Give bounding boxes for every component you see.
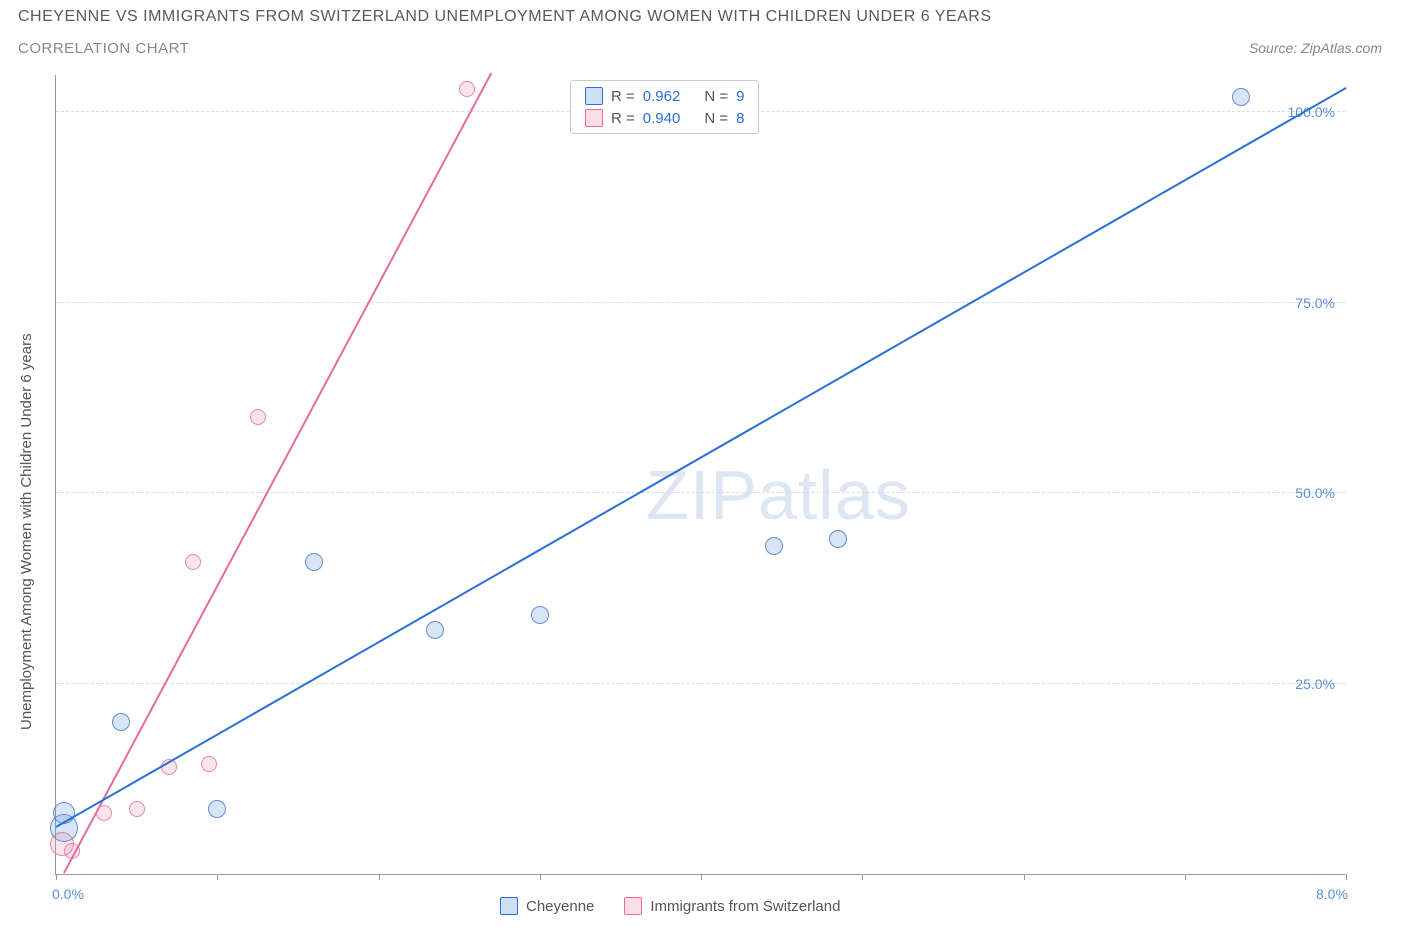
data-point: [531, 606, 549, 624]
correlation-legend: R = 0.962 N = 9 R = 0.940 N = 8: [570, 80, 759, 134]
y-tick-label: 50.0%: [1295, 485, 1335, 501]
source-attribution: Source: ZipAtlas.com: [1249, 40, 1382, 56]
legend-swatch: [500, 897, 518, 915]
data-point: [185, 554, 201, 570]
x-tick: [56, 874, 57, 880]
plot-area: ZIPatlas 25.0%50.0%75.0%100.0%0.0%8.0%: [55, 75, 1345, 875]
legend-item: Cheyenne: [500, 897, 594, 915]
trend-line: [63, 73, 492, 874]
data-point: [1232, 88, 1250, 106]
y-tick-label: 75.0%: [1295, 295, 1335, 311]
data-point: [112, 713, 130, 731]
chart-title: CHEYENNE VS IMMIGRANTS FROM SWITZERLAND …: [18, 8, 992, 26]
data-point: [459, 81, 475, 97]
data-point: [250, 409, 266, 425]
legend-row: R = 0.962 N = 9: [585, 87, 744, 105]
y-axis-label: Unemployment Among Women with Children U…: [18, 333, 35, 730]
gridline: [56, 302, 1345, 303]
series-legend: Cheyenne Immigrants from Switzerland: [500, 897, 840, 915]
data-point: [765, 537, 783, 555]
gridline: [56, 492, 1345, 493]
x-tick: [1185, 874, 1186, 880]
r-value: 0.940: [643, 110, 681, 127]
r-value: 0.962: [643, 88, 681, 105]
gridline: [56, 683, 1345, 684]
legend-item: Immigrants from Switzerland: [624, 897, 840, 915]
n-label: N =: [704, 110, 728, 127]
data-point: [208, 800, 226, 818]
y-tick-label: 25.0%: [1295, 676, 1335, 692]
x-tick: [701, 874, 702, 880]
x-tick-label-first: 0.0%: [52, 886, 84, 902]
n-label: N =: [704, 88, 728, 105]
data-point: [426, 621, 444, 639]
x-tick-label-last: 8.0%: [1316, 886, 1348, 902]
watermark-zip: ZIP: [646, 456, 758, 534]
n-value: 9: [736, 88, 744, 105]
legend-label: Immigrants from Switzerland: [650, 898, 840, 915]
chart-container: CHEYENNE VS IMMIGRANTS FROM SWITZERLAND …: [0, 0, 1406, 930]
data-point: [129, 801, 145, 817]
r-label: R =: [611, 88, 635, 105]
watermark-atlas: atlas: [758, 456, 911, 534]
x-tick: [540, 874, 541, 880]
x-tick: [1024, 874, 1025, 880]
legend-swatch: [585, 87, 603, 105]
r-label: R =: [611, 110, 635, 127]
data-point: [305, 553, 323, 571]
legend-swatch: [624, 897, 642, 915]
x-tick: [1346, 874, 1347, 880]
data-point: [829, 530, 847, 548]
n-value: 8: [736, 110, 744, 127]
legend-swatch: [585, 109, 603, 127]
x-tick: [217, 874, 218, 880]
x-tick: [862, 874, 863, 880]
legend-row: R = 0.940 N = 8: [585, 109, 744, 127]
data-point: [201, 756, 217, 772]
legend-label: Cheyenne: [526, 898, 594, 915]
x-tick: [379, 874, 380, 880]
trend-line: [56, 87, 1347, 828]
chart-subtitle: CORRELATION CHART: [18, 40, 189, 57]
